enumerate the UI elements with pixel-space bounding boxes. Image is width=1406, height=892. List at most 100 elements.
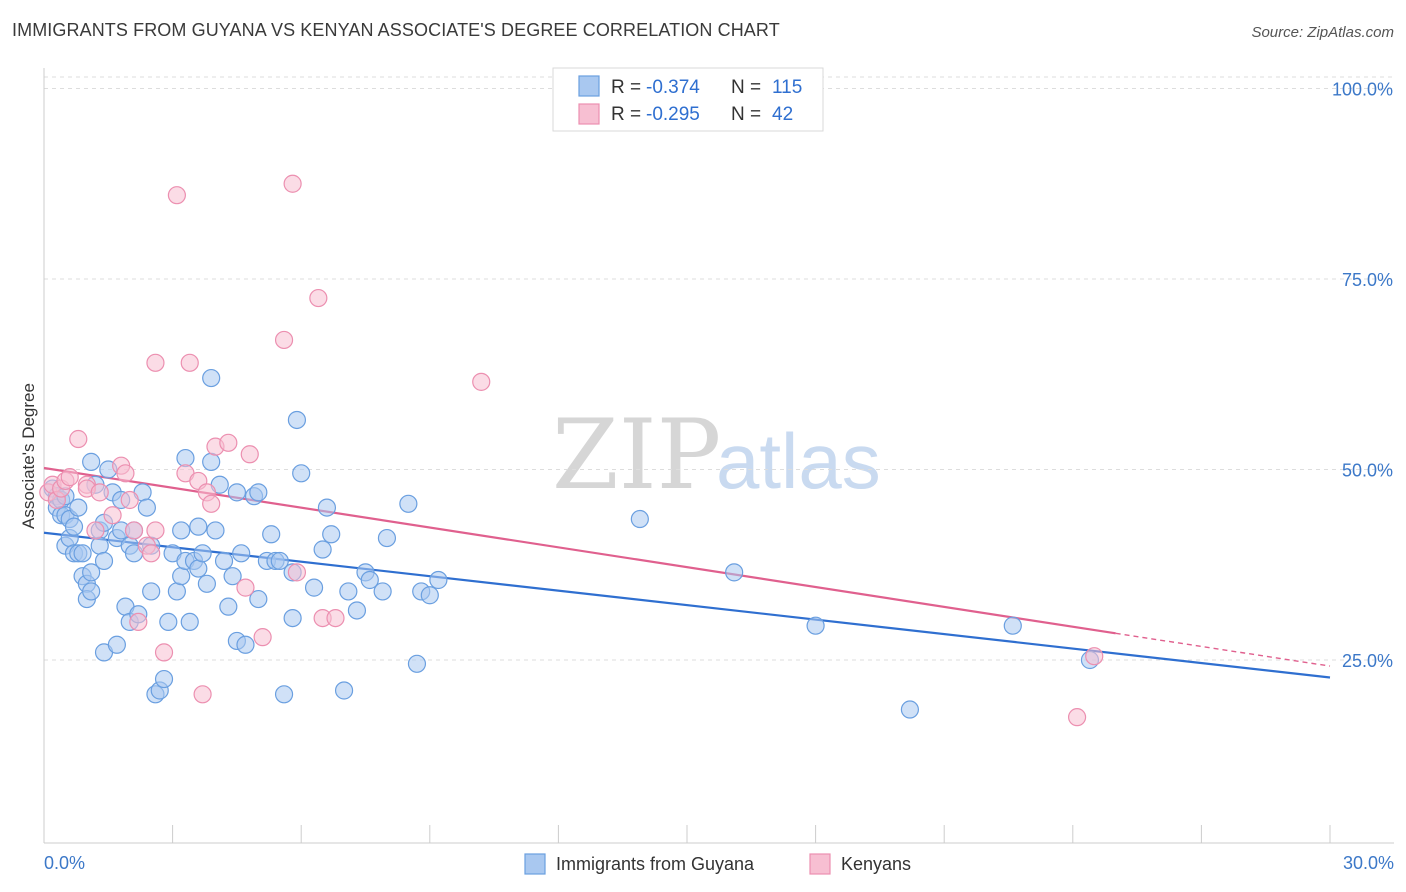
gridlines: 25.0% 50.0% 75.0% 100.0% — [44, 76, 1394, 671]
point-guyana — [360, 570, 379, 590]
point-kenyans — [219, 433, 238, 452]
trend-line-guyana — [43, 531, 1331, 679]
point-guyana — [197, 574, 216, 593]
point-kenyans — [86, 521, 105, 540]
point-guyana — [420, 586, 439, 605]
legend-n-label-guyana: N = — [731, 77, 761, 98]
point-guyana — [806, 616, 825, 635]
point-guyana — [429, 570, 448, 590]
point-guyana — [317, 498, 337, 517]
point-kenyans — [240, 445, 259, 464]
point-guyana — [137, 498, 156, 517]
point-guyana — [313, 540, 332, 559]
point-kenyans — [142, 544, 161, 563]
bottom-legend-swatch-guyana — [524, 853, 546, 875]
bottom-legend-swatch-kenyans — [809, 853, 831, 875]
point-guyana — [249, 589, 268, 609]
point-guyana — [159, 612, 178, 632]
point-guyana — [82, 452, 101, 471]
legend-n-label-kenyans: N = — [731, 104, 761, 125]
trend-lines — [43, 466, 1331, 679]
watermark: ZIP atlas — [552, 399, 881, 511]
legend-swatch-guyana — [578, 75, 600, 97]
point-kenyans — [167, 186, 186, 205]
point-guyana — [262, 525, 281, 544]
point-kenyans — [154, 643, 174, 662]
legend-r-value-kenyans: -0.295 — [646, 104, 700, 125]
point-guyana — [270, 551, 289, 571]
point-guyana — [64, 517, 84, 536]
point-guyana — [142, 582, 161, 601]
point-guyana — [223, 567, 242, 586]
legend-r-label-kenyans: R = — [611, 104, 641, 125]
point-guyana — [172, 567, 191, 586]
point-guyana — [176, 448, 195, 468]
point-kenyans — [103, 506, 122, 525]
point-kenyans — [309, 288, 328, 308]
point-guyana — [189, 559, 208, 578]
point-guyana — [154, 669, 174, 689]
point-kenyans — [193, 685, 212, 704]
point-guyana — [725, 563, 744, 582]
point-guyana — [90, 536, 109, 555]
point-guyana — [283, 608, 302, 628]
y-tick-label-50: 50.0% — [1342, 461, 1393, 481]
trend-line-kenyans-extension — [1115, 632, 1331, 667]
y-tick-label-75: 75.0% — [1342, 270, 1393, 290]
point-guyana — [94, 551, 114, 571]
point-guyana — [214, 551, 234, 571]
point-guyana — [630, 509, 649, 529]
point-guyana — [180, 612, 199, 632]
point-guyana — [193, 544, 212, 563]
point-guyana — [339, 582, 358, 601]
point-guyana — [399, 494, 418, 513]
y-axis-label: Associate's Degree — [19, 383, 38, 529]
y-tick-label-25: 25.0% — [1342, 651, 1393, 671]
point-guyana — [900, 700, 920, 719]
x-tick-label-max: 30.0% — [1343, 853, 1394, 873]
point-guyana — [107, 635, 126, 654]
point-guyana — [322, 525, 341, 544]
point-guyana — [373, 582, 392, 601]
point-guyana — [206, 521, 225, 540]
point-guyana — [202, 368, 221, 388]
point-guyana — [219, 597, 238, 616]
point-guyana — [189, 517, 208, 536]
point-kenyans — [90, 483, 109, 502]
data-points — [39, 174, 1104, 727]
legend-n-value-guyana: 115 — [772, 77, 802, 98]
point-guyana — [227, 483, 246, 502]
point-kenyans — [287, 563, 307, 582]
point-guyana — [304, 578, 324, 597]
legend-r-value-guyana: -0.374 — [646, 77, 700, 98]
source-label: Source: ZipAtlas.com — [1251, 24, 1394, 41]
point-kenyans — [180, 353, 199, 372]
point-guyana — [377, 528, 397, 548]
point-kenyans — [236, 578, 255, 597]
point-guyana — [172, 521, 191, 540]
point-kenyans — [1067, 708, 1087, 727]
trend-line-kenyans — [43, 466, 1116, 635]
point-kenyans — [202, 494, 221, 513]
point-kenyans — [253, 628, 272, 647]
point-guyana — [292, 464, 311, 483]
point-guyana — [69, 498, 88, 517]
bottom-legend-label-kenyans: Kenyans — [841, 854, 911, 874]
point-guyana — [167, 582, 186, 601]
point-guyana — [1003, 616, 1022, 635]
point-guyana — [73, 544, 92, 563]
point-kenyans — [146, 353, 165, 372]
legend-r-label-guyana: R = — [611, 77, 641, 98]
point-guyana — [347, 601, 367, 620]
point-kenyans — [60, 468, 79, 487]
point-guyana — [236, 635, 255, 654]
point-kenyans — [124, 521, 144, 540]
point-guyana — [202, 452, 221, 471]
y-tick-label-100: 100.0% — [1332, 80, 1393, 100]
watermark-zip: ZIP — [552, 399, 721, 511]
point-guyana — [274, 685, 294, 704]
legend: R = -0.374 N = 115 R = -0.295 N = 42 — [552, 67, 824, 132]
point-kenyans — [69, 429, 88, 449]
chart-title: IMMIGRANTS FROM GUYANA VS KENYAN ASSOCIA… — [12, 20, 780, 40]
